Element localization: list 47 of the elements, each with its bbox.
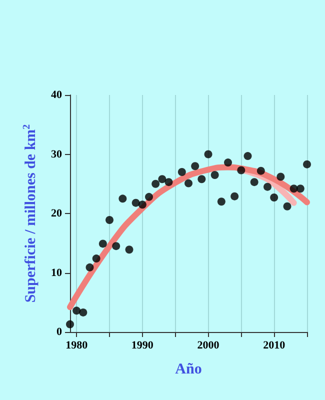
y-axis-title: Superficie / millones de km2 (22, 124, 39, 303)
point (250, 178, 258, 186)
point (125, 246, 134, 254)
point (283, 202, 292, 210)
point (79, 308, 88, 316)
y-tick-label: 10 (51, 266, 62, 279)
point (264, 182, 272, 191)
point (210, 170, 219, 179)
point (145, 192, 153, 201)
point (290, 184, 298, 193)
point (86, 263, 94, 272)
x-axis-title: Año (175, 362, 202, 378)
point (66, 320, 74, 328)
y-tick-label: 0 (56, 326, 62, 338)
point (98, 240, 107, 248)
y-tick-label: 20 (51, 208, 62, 220)
point (204, 150, 212, 158)
point (72, 306, 81, 315)
point (198, 175, 206, 184)
y-tick-label: 40 (51, 89, 62, 101)
point (276, 172, 285, 181)
x-tick-label: 1980 (66, 340, 88, 352)
point (138, 200, 146, 209)
point (158, 175, 166, 184)
point (92, 254, 100, 263)
point (296, 184, 304, 193)
x-tick-label: 2010 (263, 340, 286, 352)
x-tick-label: 1990 (131, 340, 154, 352)
point (303, 160, 311, 168)
point (132, 198, 140, 207)
point (237, 166, 246, 174)
point (230, 192, 239, 200)
point (118, 194, 127, 203)
point (191, 162, 200, 170)
point (256, 166, 265, 175)
point (106, 216, 114, 224)
y-tick-label: 30 (51, 148, 62, 160)
point (178, 168, 186, 176)
point (184, 179, 192, 188)
point (152, 180, 160, 188)
point (270, 194, 278, 202)
point (224, 158, 232, 167)
point (164, 178, 173, 186)
point (244, 152, 252, 160)
point (112, 242, 120, 250)
point (217, 198, 226, 206)
x-tick-label: 2000 (197, 340, 220, 352)
